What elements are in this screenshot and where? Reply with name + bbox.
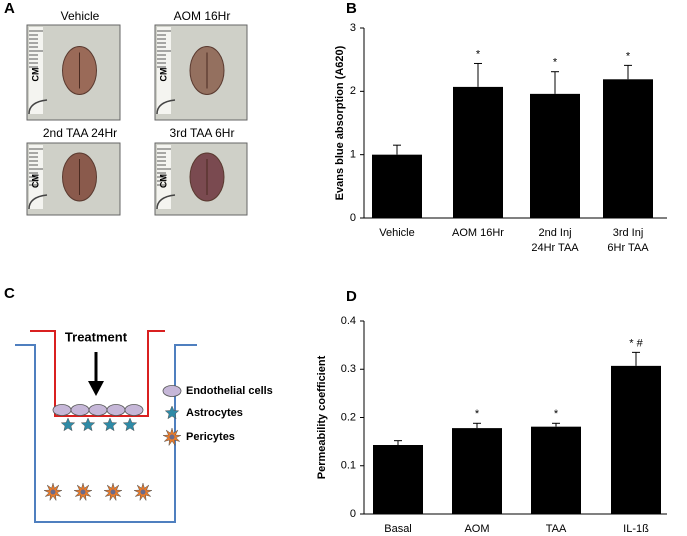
y-tick-label: 2: [350, 85, 356, 97]
ruler-base: [156, 194, 176, 210]
ruler-label: CM: [158, 68, 168, 82]
x-tick-label: 3rd Inj: [613, 227, 644, 239]
panel-label: D: [346, 288, 357, 305]
bar: [452, 428, 502, 514]
y-tick-label: 3: [350, 22, 356, 34]
transwell-diagram: Treatment Endothelial cells Astrocytes P…: [15, 329, 273, 523]
astrocyte: [102, 417, 118, 432]
y-tick-label: 0: [350, 508, 356, 520]
legend-endothelial: [162, 385, 182, 397]
y-tick-label: 0: [350, 212, 356, 224]
pericyte-core: [140, 489, 146, 495]
ruler-base: [28, 194, 48, 210]
significance-mark: *: [475, 408, 480, 420]
significance-mark: *: [554, 408, 559, 420]
legend-label: Pericytes: [186, 431, 235, 443]
x-tick-label: TAA: [546, 523, 567, 535]
astrocyte: [80, 417, 96, 432]
y-tick-label: 0.1: [341, 460, 356, 472]
y-axis-label: Permeability coefficient: [316, 355, 328, 479]
treatment-label: Treatment: [65, 329, 128, 344]
pericyte-core: [50, 489, 56, 495]
x-tick-label: AOM: [464, 523, 489, 535]
y-tick-label: 0.2: [341, 411, 356, 423]
y-axis-label: Evans blue absorption (A620): [334, 45, 346, 200]
x-tick-label: 6Hr TAA: [607, 242, 649, 254]
x-tick-label: 2nd Inj: [538, 227, 571, 239]
outer-well: [15, 344, 197, 523]
significance-mark: * #: [629, 337, 643, 349]
endothelial-cell: [106, 404, 126, 416]
photo-label: Vehicle: [61, 9, 100, 23]
photo-panel: Vehicle AOM 16Hr 2nd TAA 24Hr 3rd TAA 6H…: [43, 9, 235, 140]
legend-label: Endothelial cells: [186, 385, 273, 397]
bar: [531, 426, 581, 514]
ruler-label: CM: [30, 68, 40, 82]
significance-mark: *: [476, 48, 481, 60]
ruler: [29, 27, 43, 114]
endothelial-cell: [124, 404, 144, 416]
astrocyte: [60, 417, 76, 432]
y-tick-label: 0.4: [341, 315, 356, 327]
legend-pericyte-core: [169, 434, 175, 440]
x-tick-label: Vehicle: [379, 227, 414, 239]
photo-label: 3rd TAA 6Hr: [170, 126, 235, 140]
bar: [530, 93, 580, 218]
x-tick-label: 24Hr TAA: [531, 242, 579, 254]
endothelial-cell: [88, 404, 108, 416]
x-tick-label: AOM 16Hr: [452, 227, 504, 239]
bar: [603, 79, 653, 218]
astrocyte: [122, 417, 138, 432]
bar: [373, 445, 423, 514]
bar: [453, 86, 503, 219]
endothelial-cell: [52, 404, 72, 416]
photo-label: 2nd TAA 24Hr: [43, 126, 117, 140]
significance-mark: *: [626, 50, 631, 62]
legend-label: Astrocytes: [186, 407, 243, 419]
legend-astrocyte: [164, 405, 180, 420]
bar: [611, 365, 661, 514]
significance-mark: *: [553, 57, 558, 69]
ruler-base: [28, 99, 48, 115]
arrow-head: [88, 381, 104, 396]
ruler-base: [156, 99, 176, 115]
x-tick-label: IL-1ß: [623, 523, 649, 535]
y-tick-label: 1: [350, 149, 356, 161]
ruler-label: CM: [30, 174, 40, 188]
insert: [30, 330, 165, 417]
panel-label: C: [4, 285, 15, 302]
pericyte-core: [80, 489, 86, 495]
ruler: [157, 27, 171, 114]
photo-label: AOM 16Hr: [174, 9, 231, 23]
endothelial-cell: [70, 404, 90, 416]
panel-label: B: [346, 0, 357, 17]
bar: [372, 154, 422, 218]
pericyte-core: [110, 489, 116, 495]
y-tick-label: 0.3: [341, 363, 356, 375]
panel-label: A: [4, 0, 15, 17]
ruler-label: CM: [158, 174, 168, 188]
x-tick-label: Basal: [384, 523, 412, 535]
